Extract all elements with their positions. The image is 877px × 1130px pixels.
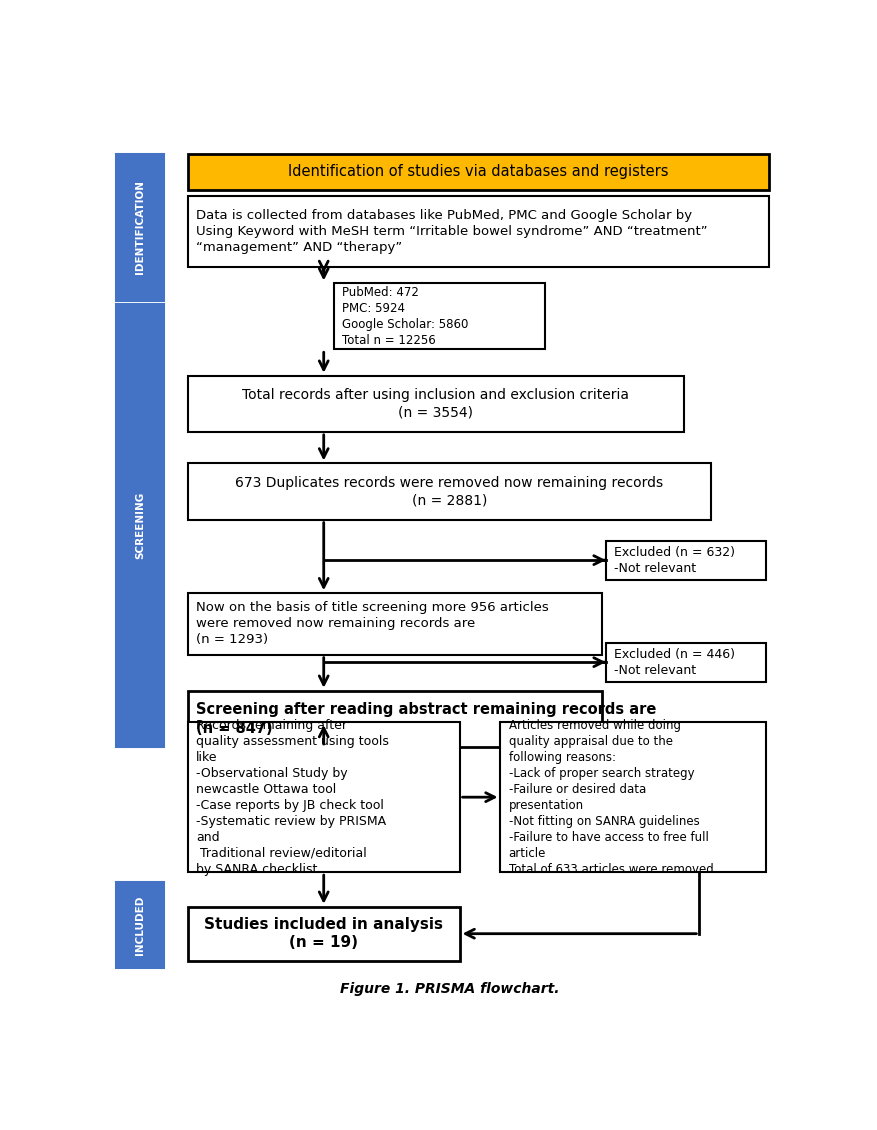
FancyBboxPatch shape (501, 722, 766, 872)
Text: 673 Duplicates records were removed now remaining records
(n = 2881): 673 Duplicates records were removed now … (235, 476, 664, 507)
FancyBboxPatch shape (188, 154, 769, 190)
FancyBboxPatch shape (188, 722, 460, 872)
FancyBboxPatch shape (188, 906, 460, 960)
FancyBboxPatch shape (334, 284, 545, 349)
FancyBboxPatch shape (188, 195, 769, 267)
FancyBboxPatch shape (606, 540, 766, 580)
Text: Articles removed while doing
quality appraisal due to the
following reasons:
-La: Articles removed while doing quality app… (509, 719, 713, 876)
Text: SCREENING: SCREENING (135, 492, 146, 559)
Text: Now on the basis of title screening more 956 articles
were removed now remaining: Now on the basis of title screening more… (196, 601, 549, 646)
Text: Data is collected from databases like PubMed, PMC and Google Scholar by
Using Ke: Data is collected from databases like Pu… (196, 209, 708, 254)
Text: PubMed: 472
PMC: 5924
Google Scholar: 5860
Total n = 12256: PubMed: 472 PMC: 5924 Google Scholar: 58… (342, 286, 468, 347)
Text: Studies included in analysis
(n = 19): Studies included in analysis (n = 19) (204, 916, 443, 950)
Text: Identification of studies via databases and registers: Identification of studies via databases … (289, 164, 668, 179)
Text: INCLUDED: INCLUDED (135, 895, 146, 955)
FancyBboxPatch shape (606, 643, 766, 681)
Text: IDENTIFICATION: IDENTIFICATION (135, 181, 146, 275)
Text: Excluded (n = 446)
-Not relevant: Excluded (n = 446) -Not relevant (614, 647, 735, 677)
FancyBboxPatch shape (117, 881, 164, 968)
FancyBboxPatch shape (188, 375, 684, 432)
FancyBboxPatch shape (117, 155, 164, 301)
Text: Records remaining after
quality assessment using tools
like
-Observational Study: Records remaining after quality assessme… (196, 719, 389, 876)
Text: Total records after using inclusion and exclusion criteria
(n = 3554): Total records after using inclusion and … (242, 388, 630, 419)
FancyBboxPatch shape (117, 304, 164, 747)
Text: Excluded (n = 632)
-Not relevant: Excluded (n = 632) -Not relevant (614, 546, 735, 575)
Text: Figure 1. PRISMA flowchart.: Figure 1. PRISMA flowchart. (339, 982, 560, 997)
FancyBboxPatch shape (188, 463, 711, 520)
Text: Screening after reading abstract remaining records are
(n = 847): Screening after reading abstract remaini… (196, 702, 656, 736)
FancyBboxPatch shape (188, 593, 602, 654)
FancyBboxPatch shape (188, 690, 602, 747)
